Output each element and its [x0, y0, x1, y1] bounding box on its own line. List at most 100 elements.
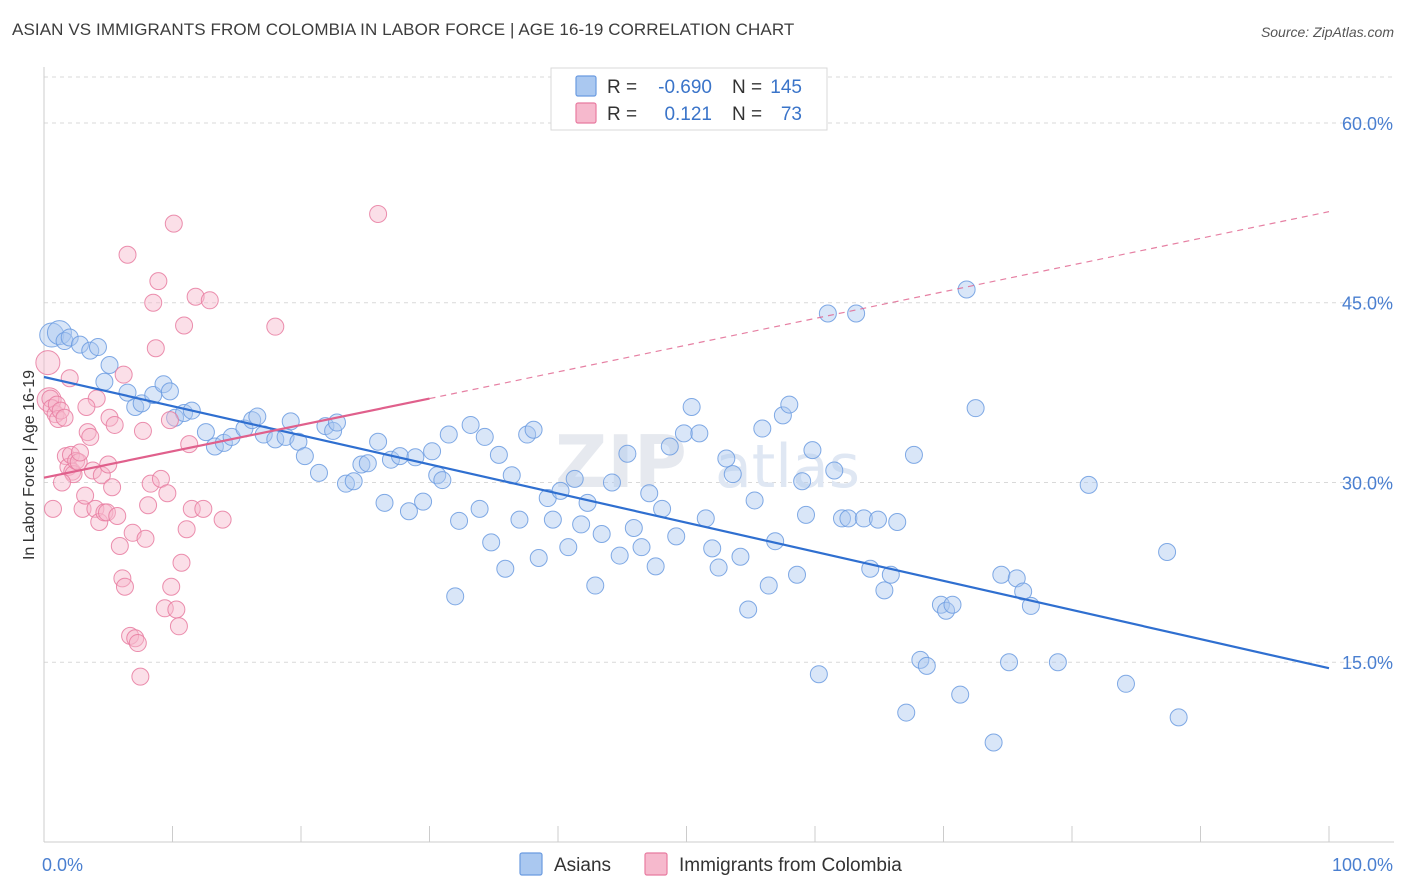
asian-point: [295, 447, 314, 466]
colombia-point: [43, 499, 62, 518]
x-tick-labels: 0.0% 100.0%: [42, 855, 1393, 875]
colombia-point: [139, 496, 158, 515]
colombia-point: [175, 316, 194, 335]
asian-point: [917, 656, 936, 675]
asian-point: [510, 510, 529, 529]
asian-points: [39, 280, 1188, 752]
asian-point: [904, 445, 923, 464]
asian-point: [46, 320, 72, 346]
colombia-point: [146, 339, 165, 358]
asian-point: [943, 595, 962, 614]
asian-point: [759, 576, 778, 595]
asian-point: [753, 419, 772, 438]
colombia-point: [162, 577, 181, 596]
asian-point: [723, 465, 742, 484]
asian-point: [1116, 674, 1135, 693]
asian-point: [1079, 475, 1098, 494]
asian-point: [450, 511, 469, 530]
asian-point: [832, 509, 851, 528]
legend-r-label-2: R =: [607, 104, 637, 125]
asian-point: [632, 538, 651, 557]
legend-n-value-2: 73: [781, 104, 802, 125]
axes: [43, 67, 1394, 843]
y-axis-label: In Labor Force | Age 16-19: [21, 370, 38, 560]
y-tick-label: 60.0%: [1342, 114, 1393, 134]
colombia-point: [149, 272, 168, 291]
chart-title: ASIAN VS IMMIGRANTS FROM COLOMBIA IN LAB…: [12, 20, 795, 39]
legend-r-value-2: 0.121: [664, 104, 712, 125]
asian-point: [559, 538, 578, 557]
asian-point: [586, 576, 605, 595]
trend-lines: [43, 211, 1330, 670]
legend-asian-swatch: [575, 75, 597, 97]
colombia-point: [141, 474, 160, 493]
asian-point: [674, 424, 693, 443]
asian-point: [309, 463, 328, 482]
asian-point: [446, 587, 465, 606]
asian-point: [369, 432, 388, 451]
asian-point: [992, 565, 1011, 584]
y-tick-labels: 15.0% 30.0% 45.0% 60.0%: [1342, 114, 1393, 673]
bottom-legend-colombia-swatch: [644, 852, 668, 876]
asian-point: [551, 481, 570, 500]
asian-point: [957, 280, 976, 299]
colombia-point: [186, 287, 205, 306]
asian-point: [745, 491, 764, 510]
asian-point: [543, 510, 562, 529]
colombia-point: [144, 293, 163, 312]
asian-point: [793, 472, 812, 491]
asian-point: [88, 338, 107, 357]
asian-point: [482, 533, 501, 552]
asian-point: [100, 356, 119, 375]
colombia-point: [77, 397, 96, 416]
asian-point: [1007, 569, 1026, 588]
asian-point: [690, 424, 709, 443]
colombia-point: [70, 443, 89, 462]
asian-point: [1000, 653, 1019, 672]
colombia-point: [73, 499, 92, 518]
bottom-legend-colombia-label: Immigrants from Colombia: [679, 855, 902, 876]
asian-point: [60, 328, 79, 347]
asian-point: [1158, 542, 1177, 561]
legend-colombia-swatch: [575, 102, 597, 124]
colombia-point: [55, 408, 74, 427]
colombia-point: [169, 617, 188, 636]
asian-point: [731, 547, 750, 566]
asian-point: [717, 449, 736, 468]
colombia-point: [103, 478, 122, 497]
asian-point: [1169, 708, 1188, 727]
asian-point: [344, 472, 363, 491]
asian-point: [399, 502, 418, 521]
asian-point: [797, 505, 816, 524]
asian-point: [618, 444, 637, 463]
colombia-point: [126, 629, 145, 648]
y-tick-label: 15.0%: [1342, 653, 1393, 673]
bottom-legend-asian-label: Asians: [554, 855, 611, 876]
colombia-point: [160, 411, 179, 430]
colombia-point: [46, 405, 65, 424]
asian-point: [847, 304, 866, 323]
asian-point: [696, 509, 715, 528]
bottom-legend-asian-swatch: [519, 852, 543, 876]
watermark: ZIP atlas: [555, 420, 860, 504]
asian-point: [592, 525, 611, 544]
asian-point: [166, 408, 185, 427]
asian-point: [461, 415, 480, 434]
asian-point: [524, 420, 543, 439]
asian-point: [966, 399, 985, 418]
colombia-trend-extension: [429, 211, 1330, 400]
asian-point: [496, 559, 515, 578]
asian-point: [414, 492, 433, 511]
asian-point: [984, 733, 1003, 752]
asian-point: [55, 332, 74, 351]
asian-point: [324, 421, 343, 440]
colombia-point: [115, 577, 134, 596]
asian-point: [610, 546, 629, 565]
asian-point: [667, 527, 686, 546]
asian-trend-line: [43, 375, 1330, 670]
legend-n-label-1: N =: [732, 77, 762, 98]
colombia-point: [76, 486, 95, 505]
asian-point: [433, 471, 452, 490]
series-legend: Asians Immigrants from Colombia: [519, 852, 902, 876]
